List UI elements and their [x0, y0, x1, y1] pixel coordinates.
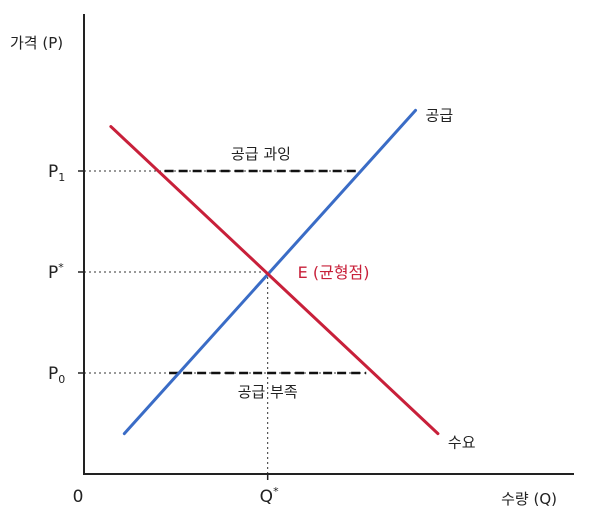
price-label-base: P	[48, 263, 58, 283]
gap-label-0: 공급 과잉	[231, 145, 291, 163]
quantity-label-base: Q	[260, 487, 273, 507]
x-axis-title: 수량 (Q)	[501, 490, 557, 508]
series-line-1	[109, 125, 440, 436]
origin-label: 0	[73, 487, 84, 507]
axes-layer	[83, 14, 574, 475]
quantity-label-superscript: *	[273, 485, 279, 498]
equilibrium-label: E (균형점)	[298, 263, 370, 282]
price-label-p1: P1	[48, 162, 65, 184]
price-label-superscript: *	[58, 261, 64, 274]
price-label-base: P	[48, 364, 58, 384]
gap-label-1: 공급 부족	[238, 383, 298, 401]
price-label-pstar: P*	[48, 261, 64, 283]
price-label-base: P	[48, 162, 58, 182]
price-label-p0: P0	[48, 364, 65, 386]
curves-layer	[109, 108, 440, 436]
series-label-0: 공급	[426, 106, 454, 124]
series-label-1: 수요	[448, 434, 476, 452]
series-line-0	[122, 108, 418, 436]
price-label-subscript: 1	[58, 171, 65, 184]
quantity-label-qstar: Q*	[260, 485, 279, 507]
price-label-subscript: 0	[58, 373, 65, 386]
y-axis-title: 가격 (P)	[10, 34, 63, 52]
